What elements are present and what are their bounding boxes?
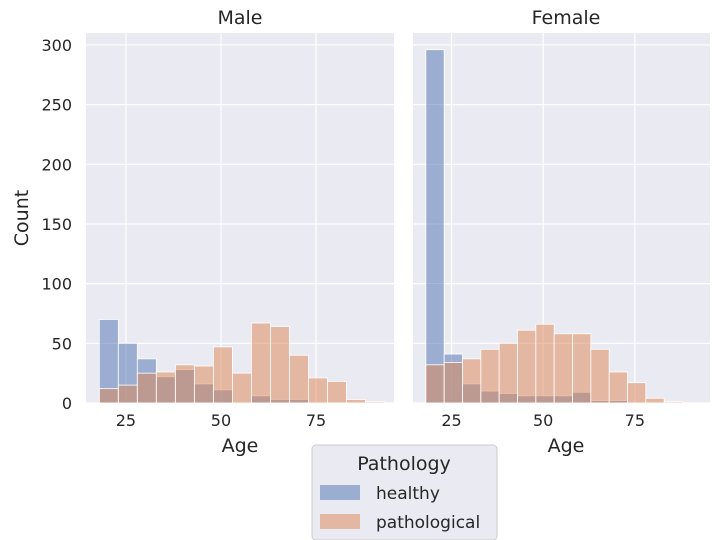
bar-female-pathological bbox=[590, 348, 610, 404]
x-tick-label-female: 50 bbox=[533, 411, 553, 430]
y-tick-label: 0 bbox=[62, 394, 72, 413]
y-tick-label: 200 bbox=[41, 155, 72, 174]
bar-female-pathological bbox=[663, 401, 683, 404]
plot-area-male bbox=[86, 33, 394, 403]
x-tick-label-female: 25 bbox=[441, 411, 461, 430]
bar-female-pathological bbox=[608, 371, 628, 404]
bar-male-pathological bbox=[136, 372, 157, 404]
bar-female-pathological bbox=[425, 364, 445, 404]
bar-male-pathological bbox=[365, 401, 385, 404]
x-tick-label-male: 75 bbox=[306, 411, 326, 430]
bar-female-pathological bbox=[480, 348, 500, 404]
legend-label-pathological: pathological bbox=[376, 513, 480, 533]
bar-female-pathological bbox=[517, 329, 537, 404]
legend-label-healthy: healthy bbox=[376, 484, 440, 504]
facet-title-male: Male bbox=[217, 7, 262, 29]
y-tick-label: 250 bbox=[41, 96, 72, 115]
x-tick-label-female: 75 bbox=[625, 411, 645, 430]
x-axis-label-female: Age bbox=[548, 435, 585, 457]
bar-female-pathological bbox=[627, 382, 647, 404]
bar-male-pathological bbox=[174, 364, 195, 404]
x-tick-label-male: 25 bbox=[116, 411, 136, 430]
bar-female-healthy bbox=[425, 49, 445, 404]
bar-female-pathological bbox=[535, 323, 555, 404]
legend-swatch-pathological bbox=[320, 514, 360, 529]
facet-title-female: Female bbox=[532, 7, 601, 29]
bar-male-pathological bbox=[346, 399, 366, 404]
x-axis-label-male: Age bbox=[222, 435, 259, 457]
x-tick-label-male: 50 bbox=[211, 411, 231, 430]
legend-title: Pathology bbox=[357, 453, 451, 475]
bar-male-pathological bbox=[193, 365, 214, 404]
bar-female-pathological bbox=[462, 358, 482, 404]
y-axis-label: Count bbox=[11, 190, 33, 246]
bar-male-pathological bbox=[231, 372, 252, 404]
legend-swatch-healthy bbox=[320, 485, 360, 500]
bar-male-pathological bbox=[327, 381, 347, 404]
legend: Pathology healthy pathological bbox=[311, 444, 498, 540]
y-tick-label: 300 bbox=[41, 36, 72, 55]
y-tick-label: 100 bbox=[41, 275, 72, 294]
bar-male-pathological bbox=[212, 346, 233, 404]
bar-female-pathological bbox=[553, 333, 573, 404]
bar-male-pathological bbox=[155, 371, 176, 404]
bar-male-pathological bbox=[98, 388, 119, 404]
bar-male-pathological bbox=[289, 354, 309, 404]
bar-male-pathological bbox=[117, 384, 138, 404]
panel-male: 0 50 100 150 200 250 300 25 50 75 Male Age bbox=[41, 7, 394, 457]
bar-male-pathological bbox=[270, 326, 290, 404]
bar-male-pathological bbox=[251, 322, 271, 404]
bar-female-pathological bbox=[645, 397, 665, 404]
y-tick-label: 150 bbox=[41, 215, 72, 234]
y-tick-label: 50 bbox=[52, 334, 72, 353]
bar-male-pathological bbox=[308, 377, 328, 404]
bar-female-pathological bbox=[572, 333, 592, 404]
bar-female-pathological bbox=[443, 362, 463, 404]
bar-female-pathological bbox=[498, 342, 518, 404]
panel-female: 25 50 75 Female Age bbox=[413, 7, 710, 457]
